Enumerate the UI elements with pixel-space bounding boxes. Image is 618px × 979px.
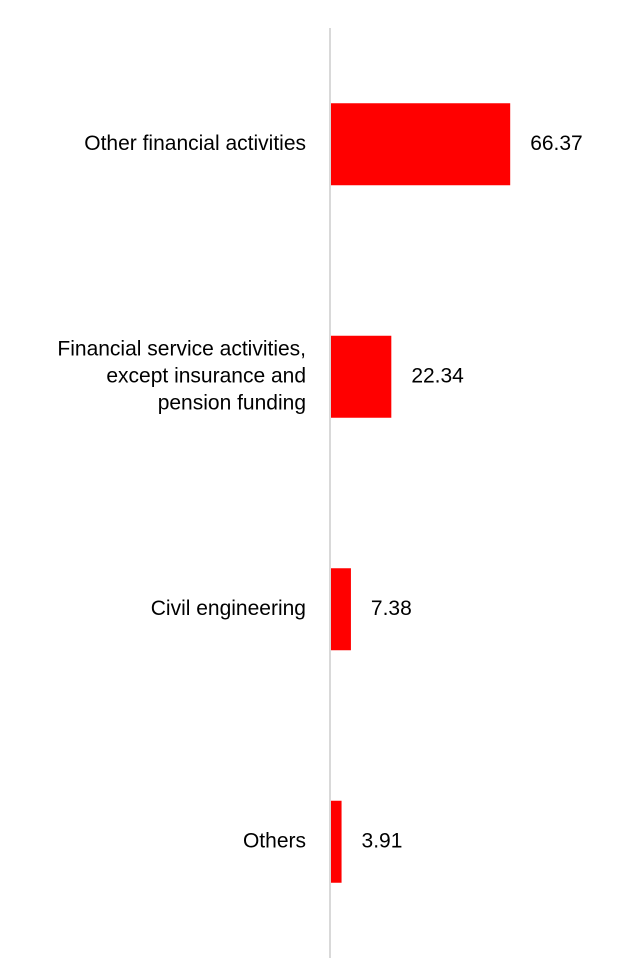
bar-3 <box>331 800 342 883</box>
bar-2 <box>331 568 351 651</box>
value-label-2: 7.38 <box>371 597 412 620</box>
bar-0 <box>331 103 511 186</box>
category-label-3: Others <box>243 829 306 852</box>
category-label-2: Civil engineering <box>151 597 306 620</box>
category-label-2-line-0: Civil engineering <box>151 597 306 620</box>
category-label-1-line-1: except insurance and <box>106 364 306 387</box>
category-label-0: Other financial activities <box>84 132 306 155</box>
bars-group <box>331 103 511 883</box>
value-label-3: 3.91 <box>362 829 403 852</box>
category-label-1-line-0: Financial service activities, <box>57 337 306 360</box>
value-labels-group: 66.37 22.34 7.38 3.91 <box>362 132 583 853</box>
category-label-1: Financial service activities, except insu… <box>57 337 306 414</box>
bar-1 <box>331 335 392 418</box>
category-label-3-line-0: Others <box>243 829 306 852</box>
category-label-0-line-0: Other financial activities <box>84 132 306 155</box>
category-labels-group: Other financial activities Financial serv… <box>57 132 306 853</box>
category-label-1-line-2: pension funding <box>158 391 306 414</box>
value-label-0: 66.37 <box>530 132 583 155</box>
value-label-1: 22.34 <box>411 364 464 387</box>
